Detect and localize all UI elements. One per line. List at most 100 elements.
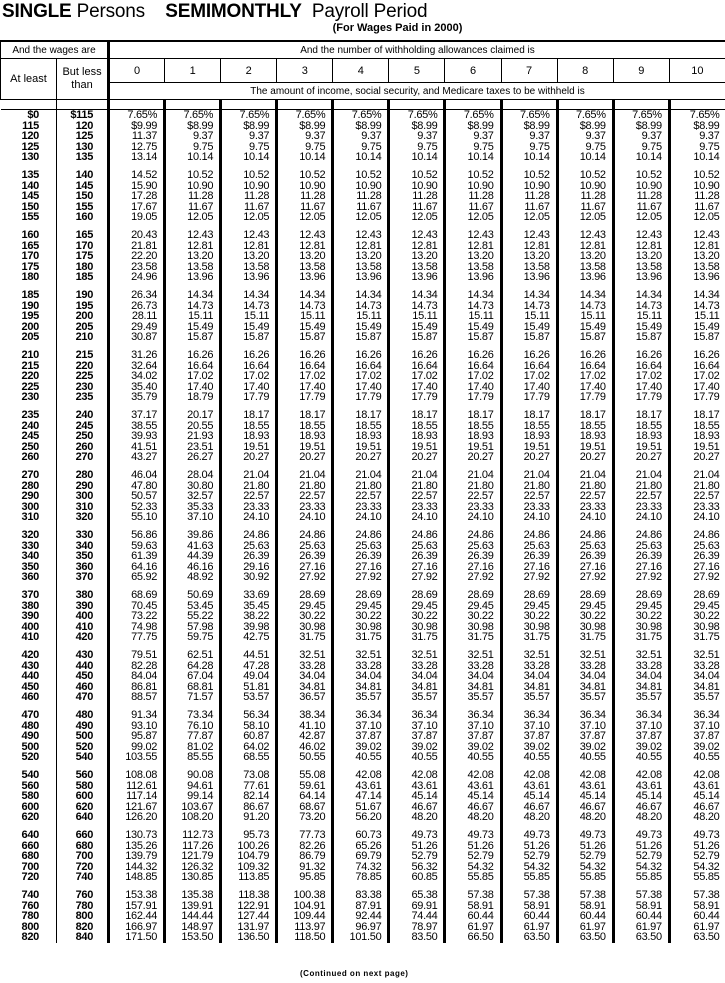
withholding-amount: 17.67 <box>107 201 165 212</box>
wage-at-least: 390 <box>21 611 40 622</box>
withholding-amount: 46.67 <box>611 801 670 812</box>
withholding-amount: 30.22 <box>443 611 502 622</box>
withholding-amount: 11.28 <box>555 191 614 202</box>
withholding-amount: 31.75 <box>499 632 558 643</box>
wage-at-least: 155 <box>21 212 40 223</box>
withholding-amount: 12.05 <box>387 212 445 223</box>
withholding-amount: 23.33 <box>387 501 445 512</box>
wage-but-less-than: 200 <box>55 311 109 322</box>
withholding-amount: 7.65% <box>219 109 277 121</box>
withholding-amount: 30.22 <box>275 611 333 622</box>
page-title: SINGLE Persons SEMIMONTHLY Payroll Perio… <box>2 1 428 23</box>
wage-at-least: 680 <box>21 851 40 862</box>
allowance-header-7: 7 <box>500 58 558 83</box>
withholding-amount: 56.32 <box>387 861 445 872</box>
withholding-amount: 121.79 <box>163 851 221 862</box>
withholding-amount: 109.44 <box>275 911 333 922</box>
table-row: 250 260 41.51 23.51 19.51 19.51 19.51 19.51 19.5… <box>1 441 725 452</box>
withholding-amount: 51.26 <box>443 840 502 851</box>
withholding-amount: 12.81 <box>611 240 670 251</box>
withholding-amount: 15.11 <box>387 311 445 322</box>
wage-at-least: 700 <box>21 861 40 872</box>
withholding-amount: 14.34 <box>219 282 277 301</box>
withholding-amount: 55.22 <box>163 611 221 622</box>
withholding-amount: 14.34 <box>555 282 614 301</box>
withholding-amount: 25.63 <box>443 540 502 551</box>
withholding-amount: 19.51 <box>331 441 389 452</box>
withholding-amount: 18.17 <box>443 402 502 421</box>
withholding-amount: 12.43 <box>163 222 221 241</box>
withholding-amount: 34.04 <box>275 671 333 682</box>
wage-but-less-than: 210 <box>55 332 109 343</box>
withholding-amount: 19.51 <box>275 441 333 452</box>
withholding-amount: 118.50 <box>275 932 333 943</box>
withholding-amount: 13.20 <box>331 251 389 262</box>
wage-but-less-than: 220 <box>55 360 109 371</box>
withholding-amount: 51.26 <box>555 840 614 851</box>
withholding-amount: 27.92 <box>387 572 445 583</box>
withholding-amount: 21.80 <box>443 480 502 491</box>
wage-at-least: 195 <box>21 311 40 322</box>
withholding-amount: 35.57 <box>555 692 614 703</box>
withholding-amount: 29.16 <box>219 561 277 572</box>
withholding-amount: 7.65% <box>667 109 725 121</box>
withholding-amount: 34.04 <box>555 671 614 682</box>
withholding-amount: 91.32 <box>275 861 333 872</box>
withholding-amount: 46.67 <box>555 801 614 812</box>
table-row: 310 320 55.10 37.10 24.10 24.10 24.10 24.10 24.1… <box>1 512 725 523</box>
wage-but-less-than: 450 <box>55 671 109 682</box>
withholding-amount: 42.08 <box>555 762 614 781</box>
withholding-amount: 57.38 <box>499 882 558 901</box>
withholding-amount: 68.67 <box>275 801 333 812</box>
withholding-amount: 34.81 <box>275 681 333 692</box>
wage-at-least: 470 <box>21 709 40 721</box>
wage-but-less-than: 460 <box>55 681 109 692</box>
withholding-amount: 7.65% <box>163 109 221 121</box>
withholding-amount: 30.22 <box>611 611 670 622</box>
withholding-amount: 18.55 <box>555 420 614 431</box>
withholding-amount: 10.52 <box>219 162 277 181</box>
wage-but-less-than: 150 <box>55 191 109 202</box>
wage-at-least: 125 <box>21 141 40 152</box>
withholding-amount: 17.02 <box>667 371 725 382</box>
withholding-amount: 162.44 <box>107 911 165 922</box>
withholding-amount: 104.91 <box>275 900 333 911</box>
withholding-amount: 135.26 <box>107 840 165 851</box>
withholding-amount: 30.98 <box>443 621 502 632</box>
spacer-cell <box>387 99 446 110</box>
withholding-amount: 81.02 <box>163 741 221 752</box>
withholding-amount: 32.51 <box>555 642 614 661</box>
withholding-amount: 148.85 <box>107 872 165 883</box>
withholding-amount: 54.32 <box>555 861 614 872</box>
withholding-amount: 49.73 <box>443 822 502 841</box>
table-row: 245 250 39.93 21.93 18.93 18.93 18.93 18.93 18.9… <box>1 431 725 442</box>
withholding-amount: 32.51 <box>275 642 333 661</box>
table-row: 360 370 65.92 48.92 30.92 27.92 27.92 27.92 27.9… <box>1 572 725 583</box>
withholding-amount: 33.28 <box>331 660 389 671</box>
table-row: 350 360 64.16 46.16 29.16 27.16 27.16 27.16 27.1… <box>1 561 725 572</box>
withholding-amount: 23.33 <box>499 501 558 512</box>
allowance-header-2: 2 <box>220 58 278 83</box>
table-row: 290 300 50.57 32.57 22.57 22.57 22.57 22.57 22.5… <box>1 491 725 502</box>
withholding-amount: 13.96 <box>443 272 502 283</box>
withholding-amount: 33.28 <box>611 660 670 671</box>
withholding-amount: 47.80 <box>107 480 165 491</box>
withholding-amount: 37.87 <box>387 731 445 742</box>
table-row: 820 840 171.50 153.50 136.50 118.50 101.50 83.5… <box>1 932 725 943</box>
table-row: 600 620 121.67 103.67 86.67 68.67 51.67 46.67 46… <box>1 801 725 812</box>
withholding-amount: 57.98 <box>163 621 221 632</box>
withholding-amount: 60.44 <box>667 911 725 922</box>
withholding-amount: 32.51 <box>443 642 502 661</box>
table-row: 620 640 126.20 108.20 91.20 73.20 56.20 48.20 48… <box>1 812 725 823</box>
withholding-amount: 29.45 <box>387 600 445 611</box>
withholding-amount: 17.02 <box>443 371 502 382</box>
withholding-amount: 39.93 <box>107 431 165 442</box>
withholding-amount: 37.10 <box>443 720 502 731</box>
withholding-amount: 148.97 <box>163 921 221 932</box>
allowance-header-0: 0 <box>107 58 166 83</box>
wage-at-least: 490 <box>21 731 40 742</box>
withholding-amount: 37.10 <box>611 720 670 731</box>
withholding-amount: 9.75 <box>331 141 389 152</box>
withholding-amount: 13.58 <box>667 261 725 272</box>
withholding-amount: 63.50 <box>667 932 725 943</box>
